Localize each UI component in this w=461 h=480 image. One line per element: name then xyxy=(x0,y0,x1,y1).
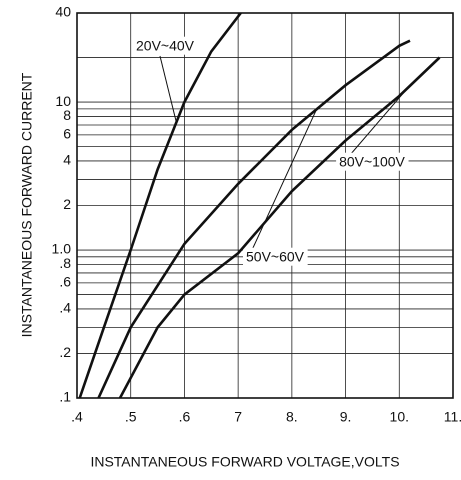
x-tick-label: 9. xyxy=(340,409,352,425)
plot-frame xyxy=(76,12,454,399)
leader-line xyxy=(349,87,408,156)
curve xyxy=(118,56,441,398)
x-tick-label: 7 xyxy=(234,409,242,425)
x-tick-label: .6 xyxy=(179,409,191,425)
leader-line xyxy=(159,55,177,123)
label-bg xyxy=(133,36,198,55)
curve xyxy=(78,13,242,398)
y-tick-label: 1.0 xyxy=(52,241,72,257)
curve-label: 50V~60V xyxy=(246,249,305,265)
y-tick-label: 8 xyxy=(63,107,71,123)
x-axis-label: INSTANTANEOUS FORWARD VOLTAGE,VOLTS xyxy=(90,454,399,470)
y-tick-label: 2 xyxy=(63,196,71,212)
y-tick-label: .1 xyxy=(59,389,71,405)
label-bg xyxy=(336,152,409,171)
x-tick-label: 10. xyxy=(390,409,409,425)
x-tick-label: .5 xyxy=(125,409,137,425)
y-tick-label: .6 xyxy=(59,274,71,290)
y-tick-label: 6 xyxy=(63,126,71,142)
y-tick-label: .2 xyxy=(59,344,71,360)
x-tick-label: 11. xyxy=(444,409,461,425)
y-tick-label: .4 xyxy=(59,300,71,316)
y-tick-label: 4 xyxy=(63,152,71,168)
label-bg xyxy=(243,247,308,266)
curve xyxy=(97,39,411,398)
x-tick-label: 8. xyxy=(286,409,298,425)
y-tick-label: 40 xyxy=(55,4,71,20)
x-tick-label: .4 xyxy=(71,409,83,425)
y-tick-label: 10 xyxy=(55,93,71,109)
curve-label: 20V~40V xyxy=(136,38,195,54)
y-axis-label: INSTANTANEOUS FORWARD CURRENT xyxy=(19,72,35,337)
curve-label: 80V~100V xyxy=(339,154,405,170)
y-tick-label: .8 xyxy=(59,255,71,271)
